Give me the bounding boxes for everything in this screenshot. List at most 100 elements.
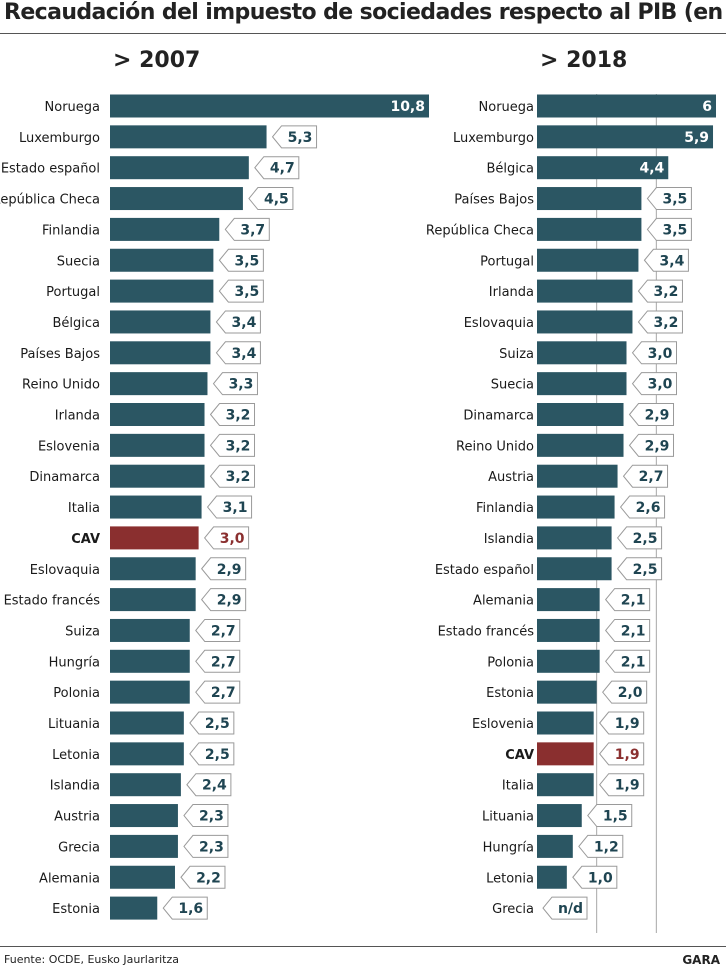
category-label-2007-dinamarca: Dinamarca (29, 470, 100, 485)
value-callout-2018-finlandia (619, 495, 666, 519)
category-label-2018-dinamarca: Dinamarca (463, 409, 534, 424)
value-label-2018-cav: 1,9 (615, 747, 640, 763)
bar-2018-reino-unido (537, 433, 624, 457)
bar-2018-eslovenia (537, 711, 594, 735)
value-callout-2018-cav (599, 742, 645, 766)
value-label-2018-paises-bajos: 3,5 (663, 192, 688, 208)
bar-2018-eslovaquia (537, 310, 633, 334)
value-label-2018-dinamarca: 2,9 (645, 408, 670, 424)
category-label-2018-suiza: Suiza (499, 347, 534, 362)
value-label-2018-finlandia: 2,6 (636, 500, 661, 516)
bar-2018-estonia (537, 680, 597, 704)
category-label-2007-republica-checa: República Checa (0, 193, 100, 208)
value-label-2007-paises-bajos: 3,4 (232, 346, 257, 362)
bar-2007-lituania (110, 711, 184, 735)
value-callout-2018-grecia (542, 896, 588, 920)
category-label-2007-luxemburgo: Luxemburgo (19, 131, 100, 146)
bar-2018-letonia (537, 865, 567, 889)
value-label-2007-hungria: 2,7 (211, 654, 236, 670)
bar-2007-alemania (110, 865, 175, 889)
category-label-2018-eslovaquia: Eslovaquia (464, 316, 534, 331)
value-callout-2007-portugal (218, 279, 264, 303)
value-label-2007-islandia: 2,4 (202, 778, 227, 794)
bar-2007-irlanda (110, 403, 205, 426)
category-label-2018-luxemburgo: Luxemburgo (453, 131, 534, 146)
value-callout-2018-reino-unido (628, 433, 675, 457)
category-label-2007-lituania: Lituania (48, 717, 100, 732)
value-callout-2018-irlanda (637, 279, 683, 303)
bar-2007-estado-frances (110, 588, 196, 612)
value-label-2018-republica-checa: 3,5 (663, 222, 688, 238)
value-callout-2018-estado-frances (605, 618, 651, 642)
value-callout-2007-grecia (183, 834, 229, 858)
value-callout-2018-hungria (578, 834, 624, 858)
category-label-2018-noruega: Noruega (479, 100, 534, 115)
value-label-2007-austria: 2,3 (199, 809, 224, 825)
value-label-2007-portugal: 3,5 (234, 284, 259, 300)
category-label-2018-cav: CAV (505, 748, 534, 763)
category-label-2018-hungria: Hungría (483, 840, 534, 855)
bar-2007-suecia (110, 248, 214, 272)
bar-2007-luxemburgo (110, 125, 267, 149)
value-label-2007-belgica: 3,4 (232, 315, 257, 331)
bar-2018-lituania (537, 804, 582, 828)
category-label-2018-polonia: Polonia (487, 655, 534, 670)
value-callout-2007-islandia (186, 773, 232, 797)
value-label-2018-alemania: 2,1 (621, 593, 646, 609)
value-label-2007-suiza: 2,7 (211, 623, 236, 639)
category-label-2007-finlandia: Finlandia (42, 223, 100, 238)
value-callout-2018-alemania (605, 588, 651, 612)
bar-2018-portugal (537, 248, 639, 272)
value-label-2007-dinamarca: 3,2 (226, 469, 251, 485)
bar-2018-polonia (537, 649, 600, 673)
value-label-2007-eslovaquia: 2,9 (217, 562, 242, 578)
category-label-2007-hungria: Hungría (49, 655, 100, 670)
bar-2007-grecia (110, 834, 178, 858)
value-callout-2007-lituania (189, 711, 235, 735)
footer-brand: GARA (682, 953, 720, 967)
value-callout-2007-austria (183, 804, 229, 828)
value-label-2018-islandia: 2,5 (633, 531, 658, 547)
page-title: Recaudación del impuesto de sociedades r… (4, 0, 726, 25)
value-callout-2007-paises-bajos (215, 341, 261, 365)
value-label-2007-letonia: 2,5 (205, 747, 230, 763)
category-label-2018-republica-checa: República Checa (426, 223, 534, 238)
value-callout-2007-irlanda (209, 403, 256, 426)
value-callout-2018-polonia (605, 649, 651, 673)
value-callout-2018-dinamarca (628, 403, 675, 426)
category-label-2007-irlanda: Irlanda (55, 409, 100, 424)
value-label-2007-suecia: 3,5 (234, 253, 259, 269)
category-label-2007-eslovenia: Eslovenia (38, 439, 100, 454)
category-label-2018-reino-unido: Reino Unido (456, 439, 534, 454)
category-label-2018-letonia: Letonia (486, 871, 534, 886)
category-label-2018-italia: Italia (502, 779, 534, 794)
category-label-2007-suecia: Suecia (57, 254, 100, 269)
value-label-2007-republica-checa: 4,5 (264, 192, 289, 208)
value-label-2007-alemania: 2,2 (196, 870, 221, 886)
category-label-2007-austria: Austria (54, 810, 100, 825)
bar-2007-reino-unido (110, 372, 208, 396)
value-callout-2007-reino-unido (212, 372, 258, 396)
bar-2018-finlandia (537, 495, 615, 519)
value-callout-2007-hungria (195, 649, 241, 673)
value-label-2018-portugal: 3,4 (660, 253, 685, 269)
value-callout-2018-letonia (572, 865, 618, 889)
bar-2018-islandia (537, 526, 612, 550)
category-label-2007-cav: CAV (71, 532, 100, 547)
value-label-2007-grecia: 2,3 (199, 839, 224, 855)
bar-2007-finlandia (110, 217, 220, 241)
category-label-2007-portugal: Portugal (46, 285, 100, 300)
value-label-2018-estado-espanol: 2,5 (633, 562, 658, 578)
category-label-2007-suiza: Suiza (65, 624, 100, 639)
category-label-2018-estonia: Estonia (486, 686, 534, 701)
value-callout-2007-republica-checa (248, 187, 294, 211)
value-callout-2007-belgica (215, 310, 261, 334)
value-callout-2007-finlandia (224, 217, 270, 241)
value-label-2018-lituania: 1,5 (603, 809, 628, 825)
category-label-2018-portugal: Portugal (480, 254, 534, 269)
value-callout-2007-estado-frances (201, 588, 247, 612)
value-callout-2007-estado-espanol (254, 156, 300, 180)
value-label-2018-noruega: 6 (702, 99, 712, 115)
value-callout-2018-paises-bajos (646, 187, 692, 211)
